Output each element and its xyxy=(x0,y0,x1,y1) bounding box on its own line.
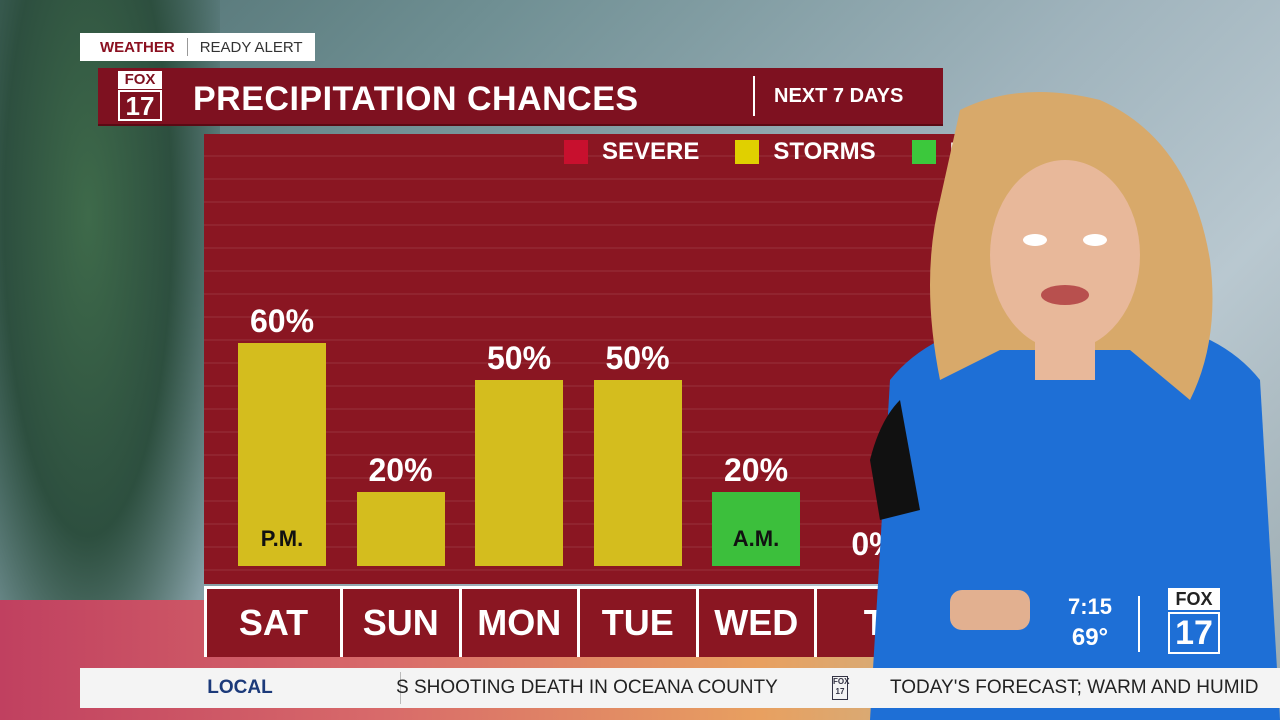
corner-logo-fox: FOX xyxy=(1168,588,1220,610)
presenter-image xyxy=(870,92,1280,720)
ticker-logo-icon: FOX 17 xyxy=(832,676,849,700)
legend-label-severe: SEVERE xyxy=(602,138,700,165)
chart-panel: SEVERE STORMS R P.M.60%20%50%50%A.M.20%0… xyxy=(204,134,967,584)
bar-value-sun: 20% xyxy=(368,451,433,488)
day-label-wed: WED xyxy=(699,589,817,657)
bar-value-tue: 50% xyxy=(605,340,670,376)
bar-mon xyxy=(475,380,563,566)
ticker-headline-1: S SHOOTING DEATH IN OCEANA COUNTY xyxy=(396,677,778,698)
bar-note-sat: P.M. xyxy=(260,525,304,551)
header-divider xyxy=(753,76,755,116)
logo-number: 17 xyxy=(118,90,162,121)
weather-tag: WEATHER xyxy=(100,38,175,56)
range-label: NEXT 7 DAYS xyxy=(774,85,904,107)
temperature-display: 69° xyxy=(1071,624,1109,651)
day-axis: SAT SUN MON TUE WED T xyxy=(204,586,967,657)
top-tag: WEATHER READY ALERT xyxy=(80,33,315,61)
bar-wed: A.M. xyxy=(712,491,800,566)
legend-swatch-rain xyxy=(911,140,936,164)
ready-alert-tag: READY ALERT xyxy=(199,38,303,56)
bar-sat: P.M. xyxy=(238,342,326,566)
day-label-tue: TUE xyxy=(580,589,699,657)
legend-item-storms: STORMS xyxy=(735,138,876,166)
bar-tue xyxy=(593,380,682,566)
bar-value-wed: 20% xyxy=(723,451,789,488)
legend-swatch-storms xyxy=(735,140,760,164)
bar-value-mon: 50% xyxy=(486,340,552,376)
legend-label-storms: STORMS xyxy=(773,138,876,165)
corner-fox17-logo: FOX 17 xyxy=(1168,588,1220,654)
day-label-sat: SAT xyxy=(207,589,343,657)
day-label-sun: SUN xyxy=(343,589,462,657)
tag-divider xyxy=(186,38,188,56)
logo-fox-text: FOX xyxy=(118,71,162,89)
time-display: 7:15 xyxy=(1067,594,1113,619)
bar-note-wed: A.M. xyxy=(732,525,780,551)
fox17-logo: FOX 17 xyxy=(118,71,162,121)
ticker-headline-2: TODAY'S FORECAST; WARM AND HUMID xyxy=(890,677,1259,698)
clock-divider xyxy=(1138,596,1140,652)
ticker-section: LOCAL xyxy=(207,677,273,698)
bar-sun xyxy=(356,491,445,566)
legend-item-severe: SEVERE xyxy=(564,138,699,166)
news-ticker: LOCAL S SHOOTING DEATH IN OCEANA COUNTY … xyxy=(80,668,1280,708)
graphic-header: FOX 17 PRECIPITATION CHANCES NEXT 7 DAYS xyxy=(98,68,943,126)
corner-logo-number: 17 xyxy=(1168,612,1220,654)
clock-widget: 7:15 69° xyxy=(1060,594,1220,656)
day-label-mon: MON xyxy=(462,589,580,657)
page-title: PRECIPITATION CHANCES xyxy=(193,80,639,118)
ticker-divider xyxy=(400,672,401,704)
legend-swatch-severe xyxy=(564,140,588,164)
bar-value-sat: 60% xyxy=(249,302,315,339)
